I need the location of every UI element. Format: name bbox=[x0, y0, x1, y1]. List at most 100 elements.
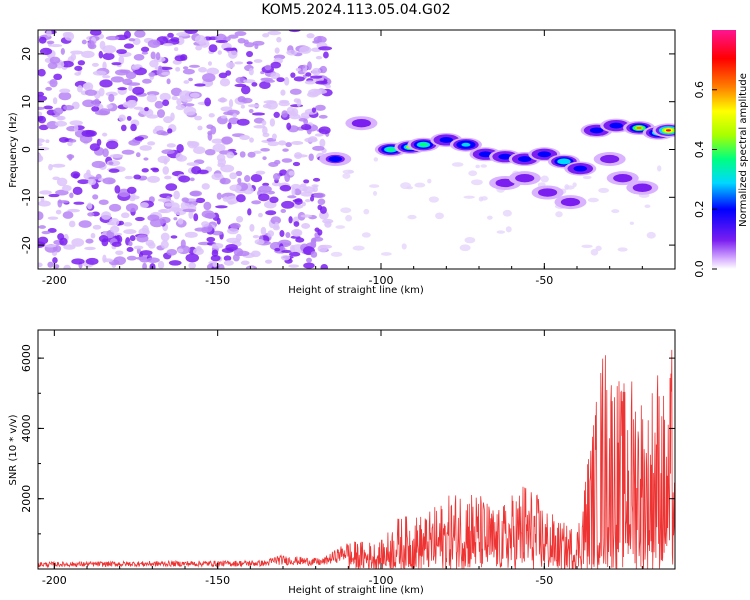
heatmap-faint-blob bbox=[572, 182, 577, 188]
spectrogram-xtick-label: -100 bbox=[369, 274, 394, 287]
heatmap-faint-blob bbox=[502, 209, 512, 217]
spectrogram-ytick-label: 20 bbox=[20, 47, 33, 61]
heatmap-noise-blob bbox=[102, 177, 116, 185]
heatmap-noise-blob bbox=[306, 33, 315, 39]
heatmap-noise-blob bbox=[150, 51, 156, 60]
heatmap-noise-blob bbox=[110, 76, 124, 83]
heatmap-faint-blob bbox=[590, 248, 599, 256]
heatmap-noise-blob bbox=[173, 190, 180, 200]
heatmap-noise-blob bbox=[102, 254, 107, 263]
heatmap-noise-blob bbox=[217, 97, 228, 103]
heatmap-noise-blob bbox=[53, 73, 63, 81]
heatmap-noise-blob bbox=[250, 250, 261, 258]
heatmap-noise-blob bbox=[215, 40, 228, 44]
heatmap-faint-blob bbox=[587, 197, 599, 203]
heatmap-noise-blob bbox=[215, 205, 228, 209]
heatmap-faint-blob bbox=[330, 251, 343, 257]
spectrogram-xtick-label: -150 bbox=[205, 274, 230, 287]
heatmap-faint-blob bbox=[414, 182, 426, 188]
heatmap-noise-blob bbox=[149, 59, 159, 68]
heatmap-noise-blob bbox=[38, 115, 47, 124]
heatmap-noise-blob bbox=[111, 241, 122, 247]
heatmap-ridge-blob bbox=[636, 126, 642, 130]
heatmap-noise-blob bbox=[132, 86, 145, 95]
heatmap-noise-blob bbox=[219, 78, 231, 87]
heatmap-noise-blob bbox=[207, 132, 213, 141]
snr-xlabel: Height of straight line (km) bbox=[288, 585, 424, 596]
heatmap-ridge-blob bbox=[478, 151, 493, 158]
heatmap-noise-blob bbox=[106, 104, 113, 109]
heatmap-noise-blob bbox=[273, 111, 280, 119]
heatmap-noise-blob bbox=[211, 138, 224, 144]
heatmap-noise-blob bbox=[128, 241, 133, 247]
heatmap-noise-blob bbox=[285, 232, 291, 238]
heatmap-noise-blob bbox=[280, 208, 287, 214]
heatmap-noise-blob bbox=[60, 47, 65, 55]
heatmap-noise-blob bbox=[67, 208, 80, 213]
heatmap-noise-blob bbox=[274, 47, 280, 54]
heatmap-noise-blob bbox=[154, 100, 164, 109]
heatmap-noise-blob bbox=[94, 110, 109, 116]
heatmap-noise-blob bbox=[305, 72, 312, 77]
heatmap-noise-blob bbox=[287, 195, 297, 199]
heatmap-noise-blob bbox=[288, 30, 301, 33]
heatmap-noise-blob bbox=[317, 198, 326, 205]
heatmap-noise-blob bbox=[317, 204, 323, 211]
heatmap-noise-blob bbox=[197, 169, 209, 175]
heatmap-noise-layer bbox=[38, 30, 662, 269]
heatmap-noise-blob bbox=[157, 260, 165, 269]
heatmap-noise-blob bbox=[64, 31, 75, 41]
heatmap-noise-blob bbox=[126, 186, 137, 194]
heatmap-noise-blob bbox=[282, 148, 289, 152]
heatmap-faint-blob bbox=[372, 191, 378, 196]
heatmap-noise-blob bbox=[165, 183, 178, 191]
heatmap-noise-blob bbox=[89, 143, 101, 152]
heatmap-noise-blob bbox=[254, 239, 265, 245]
heatmap-noise-blob bbox=[119, 69, 131, 74]
heatmap-noise-blob bbox=[105, 140, 119, 150]
heatmap-noise-blob bbox=[99, 40, 106, 50]
heatmap-noise-blob bbox=[186, 162, 200, 167]
heatmap-noise-blob bbox=[293, 221, 300, 227]
heatmap-noise-blob bbox=[160, 240, 169, 249]
heatmap-noise-blob bbox=[280, 255, 291, 261]
heatmap-faint-blob bbox=[335, 225, 346, 229]
heatmap-noise-blob bbox=[290, 141, 304, 145]
heatmap-noise-blob bbox=[82, 83, 91, 89]
heatmap-noise-blob bbox=[185, 253, 200, 263]
heatmap-ridge-blob bbox=[559, 159, 569, 164]
heatmap-noise-blob bbox=[246, 50, 254, 58]
heatmap-noise-blob bbox=[85, 238, 94, 244]
heatmap-noise-blob bbox=[223, 111, 234, 116]
heatmap-noise-blob bbox=[47, 62, 58, 70]
heatmap-noise-blob bbox=[223, 260, 234, 266]
heatmap-noise-blob bbox=[314, 104, 326, 111]
heatmap-noise-blob bbox=[315, 55, 323, 60]
heatmap-noise-blob bbox=[252, 40, 265, 46]
heatmap-noise-blob bbox=[40, 196, 45, 203]
heatmap-noise-blob bbox=[274, 247, 281, 252]
heatmap-noise-blob bbox=[273, 159, 281, 165]
heatmap-noise-blob bbox=[108, 168, 120, 173]
heatmap-noise-blob bbox=[314, 133, 324, 137]
heatmap-noise-blob bbox=[194, 35, 207, 45]
heatmap-ridge-blob bbox=[589, 127, 604, 134]
heatmap-noise-blob bbox=[105, 35, 120, 41]
heatmap-noise-blob bbox=[258, 185, 272, 193]
heatmap-noise-blob bbox=[57, 200, 70, 204]
heatmap-noise-blob bbox=[69, 120, 83, 126]
heatmap-noise-blob bbox=[178, 175, 191, 183]
heatmap-noise-blob bbox=[118, 55, 125, 65]
heatmap-noise-blob bbox=[235, 194, 246, 203]
heatmap-noise-blob bbox=[314, 227, 320, 233]
heatmap-noise-blob bbox=[175, 104, 186, 111]
heatmap-noise-blob bbox=[61, 185, 72, 192]
heatmap-noise-blob bbox=[261, 120, 267, 126]
spectrogram-xtick-label: -200 bbox=[42, 274, 67, 287]
heatmap-noise-blob bbox=[92, 70, 107, 76]
colorbar-tick-label: 0.6 bbox=[693, 81, 706, 99]
heatmap-noise-blob bbox=[198, 67, 207, 73]
